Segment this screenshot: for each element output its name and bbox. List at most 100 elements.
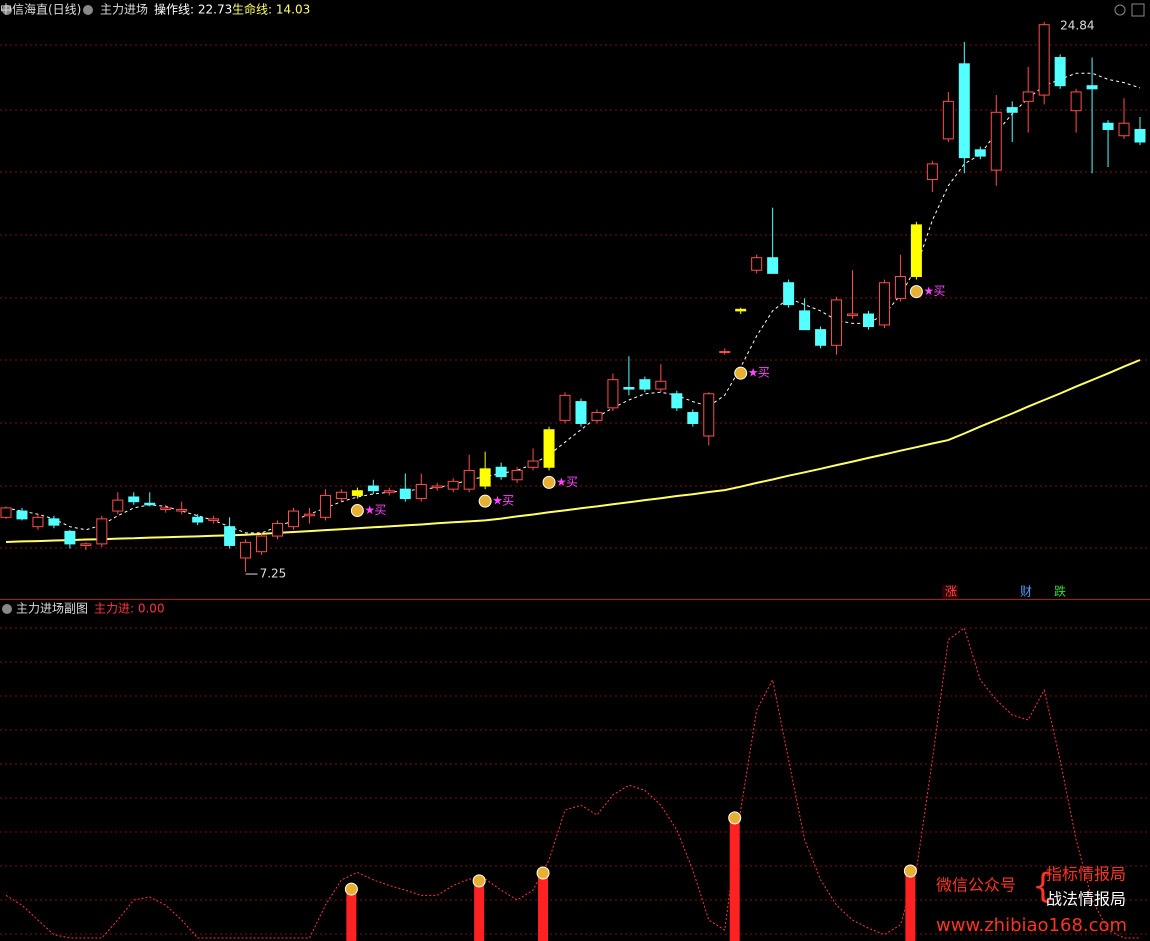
bar-icon: [903, 864, 917, 878]
buy-label: 买: [933, 284, 945, 298]
candle-body: [96, 518, 108, 545]
buy-star: ★: [492, 494, 503, 508]
candle-body: [64, 530, 76, 545]
candle-body: [367, 485, 379, 492]
candle-body: [862, 313, 874, 328]
candle-body: [383, 490, 395, 493]
candle-body: [160, 507, 172, 510]
window-icon[interactable]: [1131, 3, 1145, 17]
subchart-title: 主力进场副图: [16, 602, 88, 616]
buy-icon: [542, 475, 556, 489]
tag-box: [942, 585, 958, 599]
candle-body: [16, 510, 28, 520]
candle-body: [958, 63, 970, 159]
candle-body: [831, 299, 843, 346]
candle-body: [767, 257, 779, 274]
candle-body: [878, 282, 890, 326]
candle-body: [399, 488, 411, 500]
candle-body: [511, 469, 523, 481]
candle-body: [623, 387, 635, 390]
watermark-text: 战法情报局: [1046, 890, 1126, 909]
menu-icon[interactable]: [2, 604, 12, 614]
candle-body: [751, 257, 763, 271]
candle-body: [942, 100, 954, 140]
candle-body: [910, 224, 922, 277]
candle-body: [463, 469, 475, 490]
indicator-line: [5, 627, 1140, 939]
candle-body: [655, 380, 667, 390]
tag: 涨: [945, 584, 957, 599]
candle-body: [112, 499, 124, 512]
bar-icon: [728, 811, 742, 825]
candle-body: [495, 466, 507, 478]
candle-body: [1022, 91, 1034, 102]
candle-body: [639, 379, 651, 390]
candle-body: [32, 516, 44, 528]
buy-star: ★: [364, 503, 375, 517]
candle-body: [1102, 122, 1114, 130]
candle-body: [176, 508, 188, 512]
candle-body: [479, 468, 491, 487]
candle-body: [990, 111, 1002, 171]
watermark-text: www.zhibiao168.com: [936, 915, 1127, 936]
candle-body: [735, 308, 747, 312]
buy-icon: [478, 494, 492, 508]
candle-body: [256, 535, 268, 553]
menu-icon[interactable]: [83, 5, 93, 15]
candle-body: [1054, 57, 1066, 87]
candle-body: [1134, 128, 1146, 143]
candle-body: [287, 510, 299, 528]
buy-label: 买: [374, 503, 386, 517]
candle-body: [687, 412, 699, 424]
candle-body: [303, 513, 315, 517]
candle-body: [894, 275, 906, 299]
tags: 涨 财 跌: [942, 584, 1066, 599]
candle-body: [703, 393, 715, 437]
indicator-bar: [729, 821, 740, 941]
price-line: [5, 72, 1141, 534]
settings-icon[interactable]: [1114, 4, 1126, 16]
candle-body: [527, 460, 539, 468]
candle-body: [559, 394, 571, 421]
indicator-name: 主力进场: [100, 3, 148, 17]
candle-body: [607, 379, 619, 409]
indicator-bar: [538, 876, 549, 941]
legend-item: 生命线: 14.03: [232, 2, 310, 17]
buy-star: ★: [556, 475, 567, 489]
candle-body: [974, 149, 986, 157]
buy-label: 买: [566, 475, 578, 489]
menu-icon[interactable]: [2, 5, 12, 15]
indicator-bar: [905, 875, 916, 941]
candle-body: [591, 412, 603, 421]
candle-body: [447, 480, 459, 490]
legend-item: 操作线: 22.73: [154, 2, 232, 17]
candle-body: [335, 491, 347, 500]
candle-body: [319, 494, 331, 518]
buy-label: 买: [502, 494, 514, 508]
chart-title: 中信海直(日线): [0, 2, 81, 17]
candle-body: [1086, 85, 1098, 90]
bar-icon: [472, 874, 486, 888]
candle-body: [671, 393, 683, 409]
candle-body: [1070, 91, 1082, 112]
tag: 财: [1020, 585, 1032, 599]
candle-body: [0, 507, 12, 518]
candle-body: [575, 401, 587, 424]
candle-body: [1118, 122, 1130, 137]
candle-body: [431, 485, 443, 489]
tag: 跌: [1054, 584, 1066, 599]
buy-star: ★: [923, 284, 934, 298]
candle-body: [208, 518, 220, 521]
buy-label: 买: [758, 366, 770, 380]
buy-icon: [734, 366, 748, 380]
candle-body: [48, 518, 60, 526]
candle-body: [799, 310, 811, 331]
max-label: 24.84: [1060, 18, 1094, 32]
candle-body: [144, 502, 156, 506]
watermark: 微信公众号 { 指标情报局 战法情报局 www.zhibiao168.com: [936, 865, 1127, 937]
buy-star: ★: [748, 366, 759, 380]
bar-icon: [344, 882, 358, 896]
buy-icon: [909, 285, 923, 299]
candle-body: [543, 429, 555, 468]
